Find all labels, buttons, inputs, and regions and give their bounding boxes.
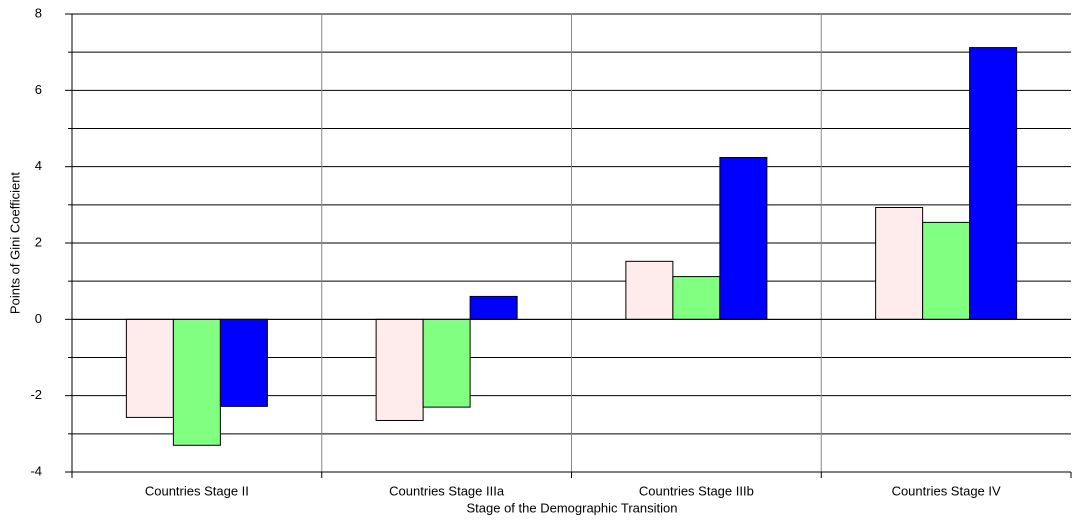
bar	[172, 318, 221, 446]
bar	[969, 47, 1018, 320]
x-tick-label: Countries Stage IIIa	[389, 483, 505, 498]
x-tick-label: Countries Stage IIIb	[639, 483, 754, 498]
bar	[922, 221, 971, 320]
y-tick-label: -2	[30, 387, 42, 402]
x-tick-label: Countries Stage IV	[892, 483, 1001, 498]
y-tick-label: 4	[35, 158, 42, 173]
y-tick-label: 2	[35, 234, 42, 249]
bar	[422, 318, 471, 408]
x-axis-label: Stage of the Demographic Transition	[466, 500, 677, 515]
bar	[375, 318, 424, 421]
bar	[469, 295, 518, 320]
bar	[219, 318, 268, 407]
bar	[625, 260, 674, 320]
y-tick-label: 8	[35, 5, 42, 20]
bar	[125, 318, 174, 418]
y-axis-label: Points of Gini Coefficient	[7, 172, 22, 314]
bar	[719, 157, 768, 320]
bar	[672, 276, 721, 320]
bar	[875, 207, 924, 320]
y-tick-label: 6	[35, 82, 42, 97]
y-tick-label: 0	[35, 311, 42, 326]
y-tick-label: -4	[30, 463, 42, 478]
x-tick-label: Countries Stage II	[145, 483, 249, 498]
